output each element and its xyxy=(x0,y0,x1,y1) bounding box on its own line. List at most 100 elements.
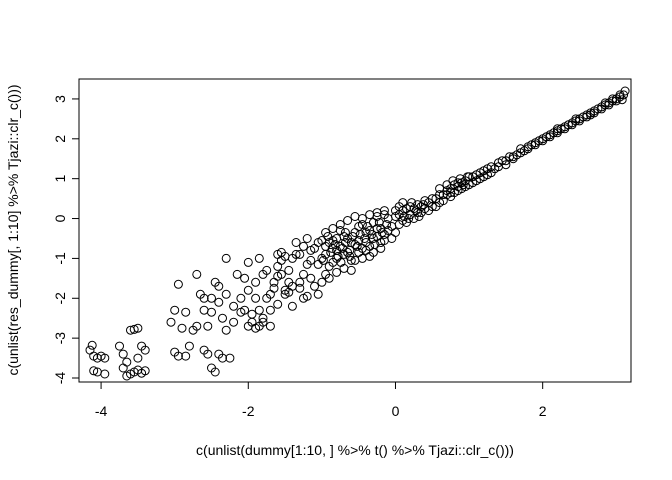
y-axis: -4 -3 -2 -1 0 1 2 3 xyxy=(52,95,80,385)
data-point xyxy=(346,255,356,265)
data-point xyxy=(326,247,336,257)
data-point xyxy=(170,305,180,315)
data-point xyxy=(486,168,496,178)
data-point xyxy=(335,220,345,229)
data-point xyxy=(398,198,408,208)
data-point xyxy=(299,269,308,279)
data-point xyxy=(173,351,183,361)
data-point xyxy=(306,255,316,265)
data-point xyxy=(299,241,308,251)
data-point xyxy=(360,234,370,243)
data-point xyxy=(372,224,382,233)
data-point xyxy=(192,321,202,331)
data-point xyxy=(218,353,227,363)
data-point xyxy=(118,349,128,359)
data-point xyxy=(203,349,213,359)
data-point xyxy=(214,297,224,307)
data-point xyxy=(192,269,202,279)
data-point xyxy=(229,317,239,327)
data-point xyxy=(352,241,362,251)
data-point xyxy=(560,124,570,134)
y-tick-label: 2 xyxy=(52,135,68,143)
data-point xyxy=(184,341,194,351)
data-point xyxy=(414,212,424,221)
data-point xyxy=(269,283,279,293)
data-point xyxy=(280,251,290,261)
data-point xyxy=(435,198,445,208)
y-tick-label: 3 xyxy=(52,95,68,103)
data-point xyxy=(262,265,272,275)
y-tick-label: -4 xyxy=(52,372,68,385)
data-point xyxy=(207,293,216,303)
data-point xyxy=(463,172,473,182)
data-point xyxy=(340,228,350,237)
data-point xyxy=(254,321,264,331)
x-tick-label: 0 xyxy=(392,403,400,419)
data-point xyxy=(446,188,456,198)
data-point xyxy=(199,293,209,303)
data-point xyxy=(284,265,294,275)
data-point xyxy=(247,309,257,319)
data-point xyxy=(617,95,627,105)
x-tick-label: 2 xyxy=(539,403,547,419)
data-point xyxy=(368,247,378,257)
data-point xyxy=(619,90,629,100)
data-point xyxy=(368,234,378,243)
data-point xyxy=(332,234,342,243)
data-point xyxy=(398,216,408,225)
data-point xyxy=(236,293,246,303)
data-point xyxy=(243,321,253,331)
data-point xyxy=(181,307,191,317)
data-point xyxy=(404,214,414,223)
data-point xyxy=(318,255,328,265)
data-point xyxy=(100,369,110,379)
data-point xyxy=(118,363,128,373)
data-point xyxy=(276,269,286,279)
data-point xyxy=(214,281,224,291)
data-point xyxy=(306,273,316,283)
data-point xyxy=(133,323,143,333)
data-point xyxy=(203,321,213,331)
data-point xyxy=(243,285,253,295)
data-point xyxy=(221,325,231,335)
data-point xyxy=(615,90,625,100)
data-point xyxy=(89,366,99,376)
data-point xyxy=(258,313,268,323)
data-point xyxy=(608,94,618,104)
y-tick-label: 1 xyxy=(52,175,68,183)
x-axis-title: c(unlist(dummy[1:10, ] %>% t() %>% Tjazi… xyxy=(196,442,514,458)
data-point xyxy=(333,251,343,261)
data-point xyxy=(133,353,143,363)
data-point xyxy=(340,238,350,247)
data-point xyxy=(251,293,261,303)
data-point xyxy=(207,307,216,317)
data-point xyxy=(391,228,400,237)
data-point xyxy=(229,301,239,311)
data-point xyxy=(313,289,323,299)
data-point xyxy=(427,202,437,212)
data-point xyxy=(273,299,283,309)
data-point xyxy=(530,140,540,150)
data-point xyxy=(471,176,481,186)
data-point xyxy=(479,172,489,182)
data-point xyxy=(379,206,389,216)
data-point xyxy=(357,253,367,263)
y-tick-label: -2 xyxy=(52,292,68,305)
x-tick-label: -4 xyxy=(95,403,108,419)
data-point xyxy=(382,220,392,229)
data-point xyxy=(494,162,503,172)
data-point xyxy=(251,277,261,287)
data-point xyxy=(295,277,305,287)
data-point xyxy=(173,279,183,289)
data-point xyxy=(218,313,227,323)
data-point xyxy=(221,253,231,263)
data-point xyxy=(122,371,132,381)
data-point xyxy=(327,243,337,253)
data-point xyxy=(287,301,297,311)
data-point xyxy=(181,351,191,361)
data-point xyxy=(501,156,511,166)
data-point xyxy=(357,220,367,229)
data-point xyxy=(545,132,555,142)
data-point xyxy=(295,283,305,293)
